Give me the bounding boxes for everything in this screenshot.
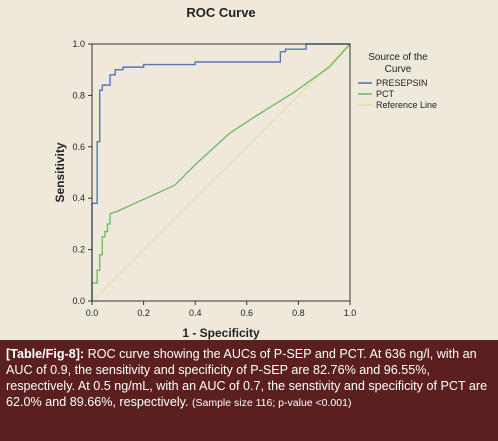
x-tick-label: 0.2 bbox=[137, 308, 150, 318]
y-tick-label: 0.0 bbox=[72, 296, 85, 306]
x-tick-label: 0.0 bbox=[86, 308, 99, 318]
figure-caption: [Table/Fig-8]: ROC curve showing the AUC… bbox=[0, 340, 498, 441]
y-tick-label: 1.0 bbox=[72, 39, 85, 49]
legend-title: Source of the Curve bbox=[368, 52, 428, 75]
y-tick-label: 0.2 bbox=[72, 245, 85, 255]
series-line-presepsin bbox=[91, 43, 350, 301]
x-tick-label: 0.6 bbox=[241, 308, 254, 318]
x-tick-label: 1.0 bbox=[344, 308, 357, 318]
y-tick-label: 0.6 bbox=[72, 142, 85, 152]
x-tick-label: 0.4 bbox=[189, 308, 202, 318]
legend-label: PCT bbox=[376, 89, 395, 99]
caption-text: ROC curve showing the AUCs of P-SEP and … bbox=[6, 347, 488, 409]
chart-title: ROC Curve bbox=[186, 5, 255, 20]
x-axis-label: 1 - Specificity bbox=[182, 326, 260, 340]
legend: Source of the Curve PRESEPSINPCTReference… bbox=[358, 52, 437, 110]
y-tick-label: 0.8 bbox=[72, 90, 85, 100]
roc-chart: 0.0 0.2 0.4 0.6 0.8 1.0 0.0 0.2 0.4 0.6 0.8 1.0 ROC… bbox=[53, 5, 437, 340]
caption-note: (Sample size 116; p-value <0.001) bbox=[192, 397, 352, 409]
series-line-reference-line bbox=[91, 43, 351, 302]
legend-label: PRESEPSIN bbox=[376, 78, 428, 88]
y-axis-label: Sensitivity bbox=[53, 142, 67, 202]
plot-frame bbox=[91, 43, 351, 302]
y-tick-label: 0.4 bbox=[72, 193, 85, 203]
series-line-pct bbox=[91, 43, 351, 301]
x-tick-label: 0.8 bbox=[292, 308, 305, 318]
caption-tag: [Table/Fig-8]: bbox=[6, 347, 85, 361]
legend-label: Reference Line bbox=[376, 100, 437, 110]
